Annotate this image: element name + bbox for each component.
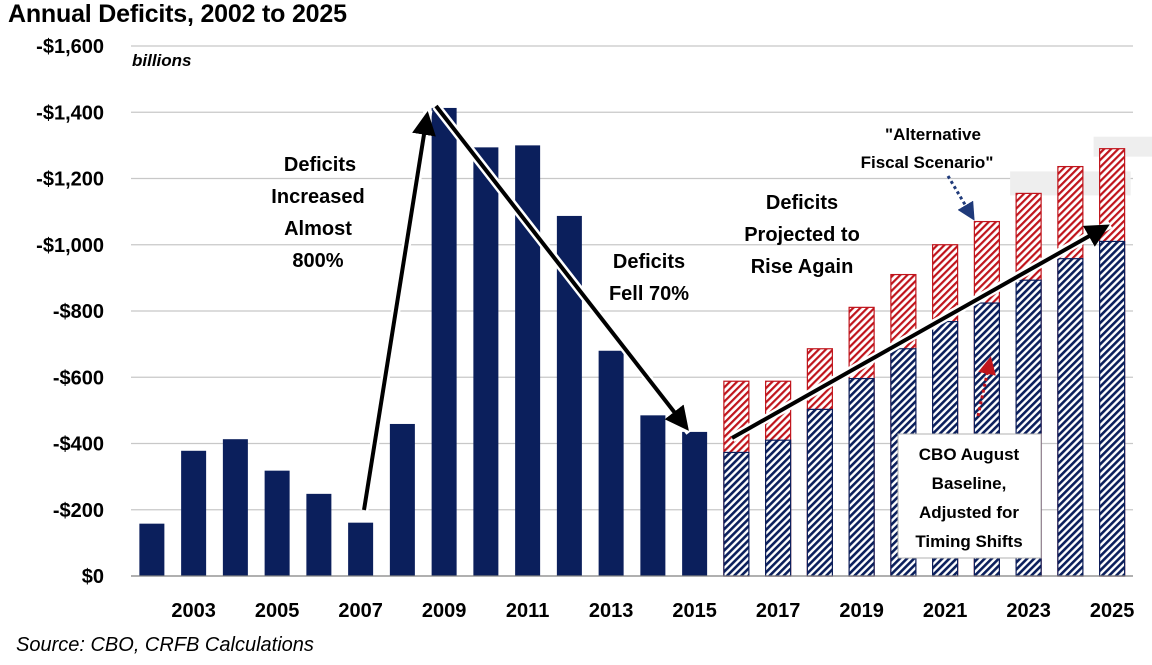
rise-arrow — [731, 224, 1110, 440]
y-tick-label: -$400 — [53, 434, 104, 456]
trend-arrows — [359, 103, 1113, 511]
increase-arrow — [362, 110, 436, 511]
x-tick-label: 2011 — [506, 600, 549, 622]
x-tick-label: 2015 — [672, 600, 717, 622]
x-tick-label: 2019 — [839, 600, 884, 622]
bar-actual-2003 — [181, 450, 207, 576]
bar-actual-2006 — [306, 493, 332, 576]
bar-actual-2008 — [389, 423, 415, 576]
annotation-line: CBO August — [919, 445, 1020, 464]
afs-pointer — [946, 175, 975, 221]
bar-baseline-2019 — [848, 377, 875, 577]
x-tick-label: 2023 — [1006, 600, 1051, 622]
annotation-baseline: CBO August Baseline, Adjusted for Timing… — [897, 356, 1042, 559]
y-axis: $0 -$200 -$400 -$600 -$800 -$1,000 -$1,200 -$1,… — [36, 36, 104, 588]
annotation-line: Adjusted for — [919, 503, 1019, 522]
x-tick-label: 2013 — [589, 600, 634, 622]
annotation-line: Deficits — [766, 192, 838, 214]
y-tick-label: -$1,600 — [36, 36, 104, 58]
annotation-line: 800% — [292, 250, 343, 272]
x-tick-label: 2021 — [923, 600, 968, 622]
annotation-line: Deficits — [284, 154, 356, 176]
bar-actual-2014 — [640, 415, 666, 576]
y-tick-label: -$600 — [53, 367, 104, 389]
annotation-line: "Alternative — [885, 125, 981, 144]
x-tick-label: 2025 — [1090, 600, 1135, 622]
bar-actual-2013 — [598, 350, 624, 576]
baseline-label-box — [897, 433, 1042, 559]
y-tick-label: -$1,400 — [36, 102, 104, 124]
x-tick-label: 2017 — [756, 600, 801, 622]
decrease-arrow — [434, 104, 689, 431]
unit-label: billions — [132, 51, 192, 70]
bar-actual-2002 — [139, 523, 165, 576]
annotation-line: Timing Shifts — [915, 532, 1022, 551]
annotation-line: Fell 70% — [609, 283, 689, 305]
annotation-projected: Deficits Projected to Rise Again — [744, 192, 860, 278]
bar-baseline-2024 — [1057, 258, 1084, 577]
annotation-line: Deficits — [613, 251, 685, 273]
x-tick-label: 2003 — [171, 600, 216, 622]
annotation-line: Fiscal Scenario" — [861, 153, 994, 172]
x-tick-label: 2009 — [422, 600, 467, 622]
x-axis: 2003 2005 2007 2009 2011 2013 2015 2017 2019 2021… — [131, 575, 1135, 622]
bar-actual-2010 — [473, 147, 499, 577]
y-tick-label: -$200 — [53, 500, 104, 522]
bar-baseline-2016 — [723, 451, 750, 577]
bar-actual-2015 — [682, 431, 708, 576]
x-tick-label: 2005 — [255, 600, 300, 622]
baseline-pointer — [976, 356, 996, 417]
gridlines — [131, 45, 1133, 511]
source-note: Source: CBO, CRFB Calculations — [16, 634, 314, 656]
annotation-line: Baseline, — [932, 474, 1007, 493]
y-tick-label: $0 — [82, 566, 104, 588]
y-tick-label: -$1,200 — [36, 169, 104, 191]
x-tick-label: 2007 — [338, 600, 383, 622]
annotation-line: Almost — [284, 218, 352, 240]
annotation-increase: Deficits Increased Almost 800% — [271, 154, 364, 272]
bar-actual-2005 — [264, 470, 290, 576]
annotation-line: Rise Again — [751, 256, 854, 278]
annotation-fell: Deficits Fell 70% — [609, 251, 689, 305]
bar-actual-2004 — [222, 439, 248, 576]
bar-baseline-2017 — [765, 439, 792, 577]
y-tick-label: -$1,000 — [36, 235, 104, 257]
bar-baseline-2025 — [1099, 240, 1126, 577]
y-tick-label: -$800 — [53, 301, 104, 323]
bar-baseline-2018 — [806, 408, 833, 577]
chart-title: Annual Deficits, 2002 to 2025 — [8, 0, 347, 28]
annotation-line: Projected to — [744, 224, 860, 246]
annotation-afs: "Alternative Fiscal Scenario" — [861, 125, 994, 221]
bar-actual-2007 — [348, 522, 374, 576]
annotation-line: Increased — [271, 186, 364, 208]
bar-actual-2009 — [431, 107, 457, 576]
